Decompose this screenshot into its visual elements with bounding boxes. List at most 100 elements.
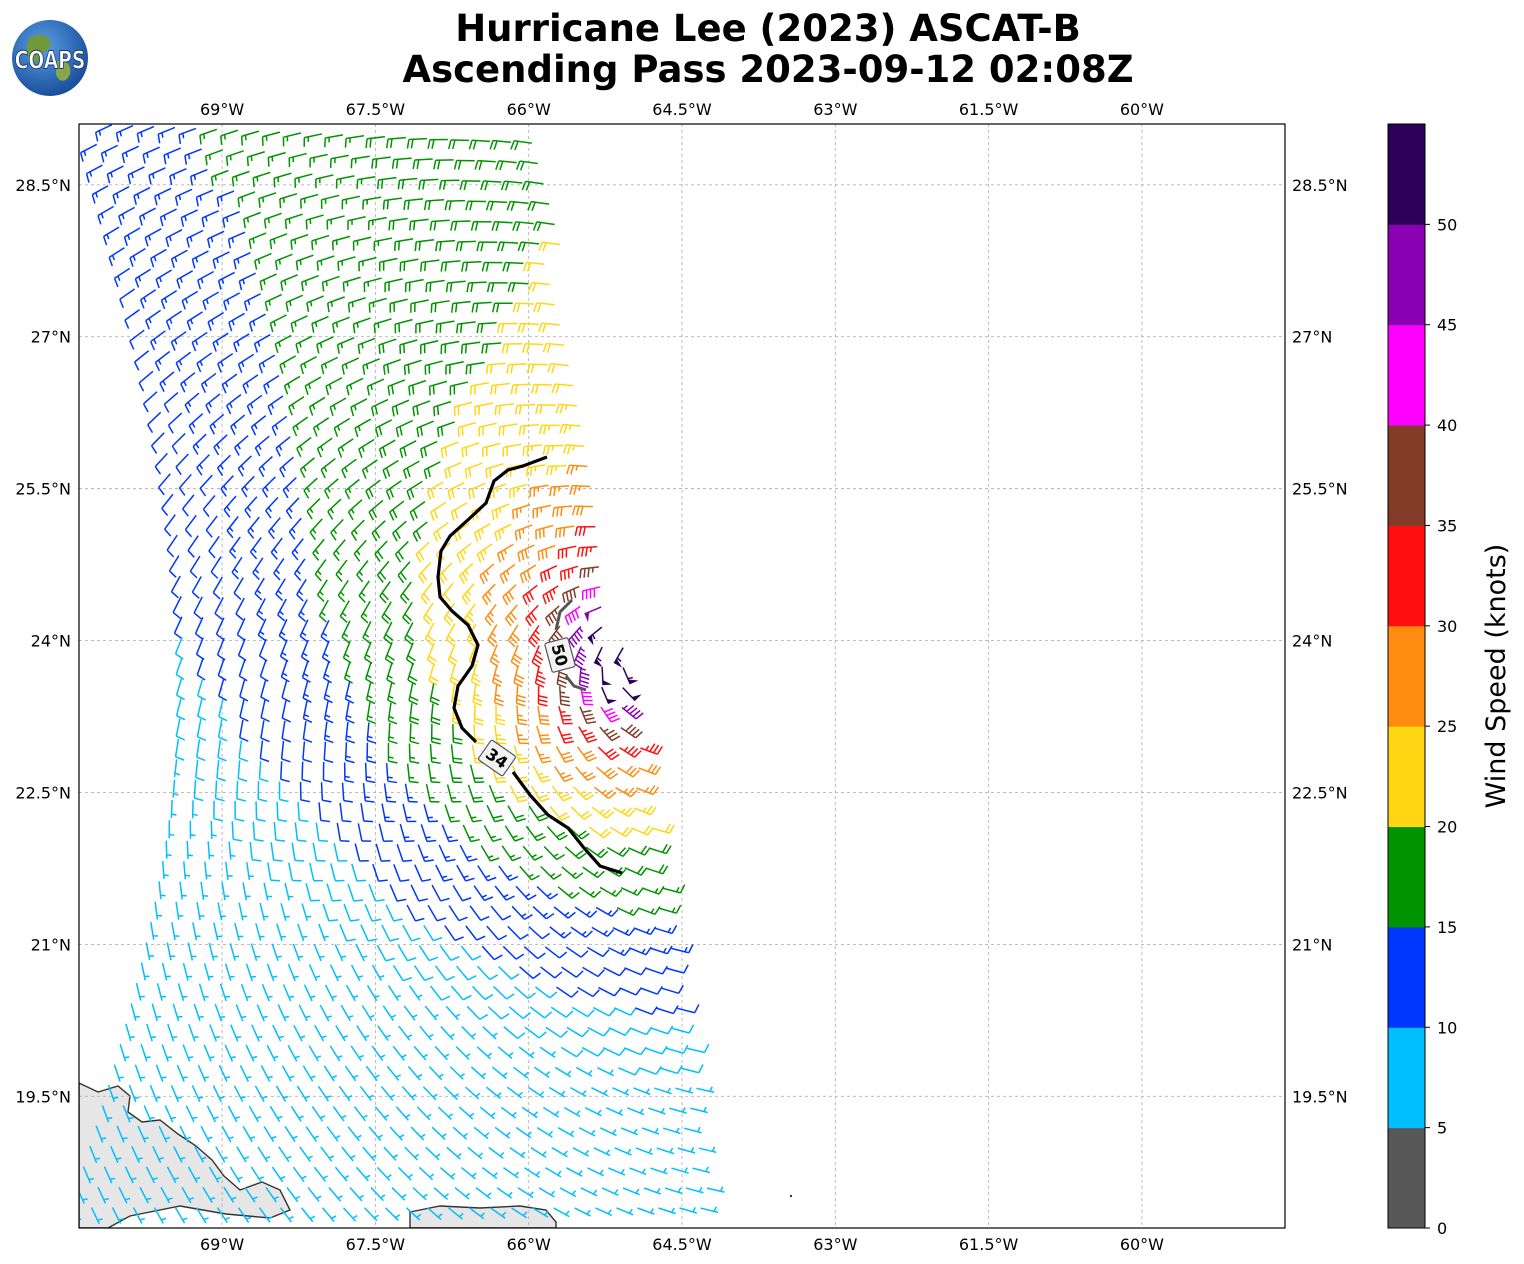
wind-barb (433, 159, 454, 170)
wind-radius-contours: 34 50 (436, 455, 623, 875)
lat-tick-label-right: 25.5°N (1292, 480, 1348, 499)
wind-barb (389, 1126, 405, 1141)
wind-barb (273, 172, 292, 188)
wind-barb (349, 1187, 365, 1202)
wind-barb (180, 209, 198, 227)
wind-barb (661, 984, 684, 995)
wind-barb (385, 904, 403, 922)
wind-barb (536, 1126, 554, 1138)
wind-barb (366, 722, 377, 744)
wind-barb (385, 763, 398, 784)
wind-barb (337, 256, 356, 272)
wind-barb (82, 1166, 94, 1184)
wind-barb (285, 294, 303, 312)
wind-barb (588, 826, 612, 839)
wind-barb (291, 538, 304, 561)
wind-barb (241, 475, 255, 498)
wind-barb (498, 423, 518, 436)
lat-tick-label-right: 22.5°N (1292, 783, 1348, 802)
wind-barb (496, 241, 519, 252)
wind-barb (573, 646, 587, 670)
wind-barb (161, 1044, 172, 1062)
wind-barb (407, 1065, 423, 1081)
wind-barb (336, 337, 355, 354)
wind-barb (599, 1127, 617, 1137)
wind-barb (434, 965, 456, 981)
colorbar-bin (1388, 926, 1425, 1028)
wind-barb (399, 258, 419, 272)
wind-barb (197, 1064, 210, 1082)
wind-barb (191, 250, 209, 269)
wind-barb (282, 132, 302, 147)
wind-barb (461, 1026, 477, 1040)
wind-barb (491, 1066, 508, 1080)
wind-barb (613, 647, 624, 668)
wind-barb (509, 483, 528, 499)
wind-barb (132, 1207, 146, 1224)
wind-barb (511, 1207, 528, 1219)
wind-barb (240, 130, 260, 146)
wind-barb (382, 459, 399, 479)
wind-barb (305, 883, 320, 902)
wind-barb (288, 152, 307, 168)
wind-barb (402, 924, 421, 942)
wind-barb (439, 1166, 456, 1180)
wind-barb (214, 780, 225, 802)
wind-barb (365, 135, 386, 149)
wind-barb (290, 233, 309, 250)
wind-barb (376, 944, 395, 962)
wind-barb (203, 963, 214, 981)
wind-barb (303, 984, 316, 1002)
wind-barb (223, 495, 237, 518)
wind-barb (433, 400, 452, 417)
wind-barb (182, 962, 193, 981)
wind-barb (214, 597, 224, 620)
wind-barb (351, 863, 367, 882)
wind-barb (341, 195, 361, 210)
wind-barb (514, 403, 535, 415)
graticule (79, 124, 1285, 1228)
wind-barb (561, 966, 584, 978)
wind-barb (154, 187, 172, 206)
wind-barb (170, 331, 187, 351)
wind-barb (532, 765, 551, 783)
wind-barb (333, 417, 351, 437)
wind-barb (302, 741, 312, 763)
wind-barb (574, 1207, 591, 1217)
wind-barb (534, 745, 552, 764)
wind-barb (504, 825, 524, 842)
wind-barb (279, 355, 297, 374)
wind-barb (350, 519, 365, 541)
wind-barb (602, 1047, 626, 1057)
wind-barb (624, 966, 648, 976)
wind-barb (446, 784, 462, 803)
wind-barb (500, 1106, 517, 1119)
wind-barb (480, 180, 502, 191)
wind-barb (313, 943, 325, 962)
wind-barb (515, 685, 527, 707)
wind-barb (200, 372, 217, 393)
wind-barb (170, 799, 177, 818)
wind-barb (362, 621, 372, 644)
wind-barb (475, 1187, 492, 1200)
wind-barb (491, 221, 513, 232)
wind-barb (574, 906, 598, 918)
wind-barb (638, 763, 662, 776)
wind-barb (311, 1105, 326, 1122)
wind-barb (514, 986, 537, 1000)
wind-barb (293, 1024, 306, 1042)
wind-barb (165, 228, 183, 248)
wind-barb (97, 1186, 109, 1204)
wind-barb (629, 946, 652, 956)
wind-barb (186, 311, 203, 331)
wind-barb (227, 231, 246, 249)
wind-barb (175, 657, 185, 681)
wind-barb (271, 1166, 286, 1183)
wind-barb (79, 1189, 88, 1204)
wind-barb (280, 740, 291, 763)
wind-barb (420, 259, 440, 272)
wind-barb (213, 800, 224, 822)
wind-barb (254, 252, 272, 270)
wind-barb (597, 1067, 614, 1077)
wind-barb (551, 785, 573, 802)
